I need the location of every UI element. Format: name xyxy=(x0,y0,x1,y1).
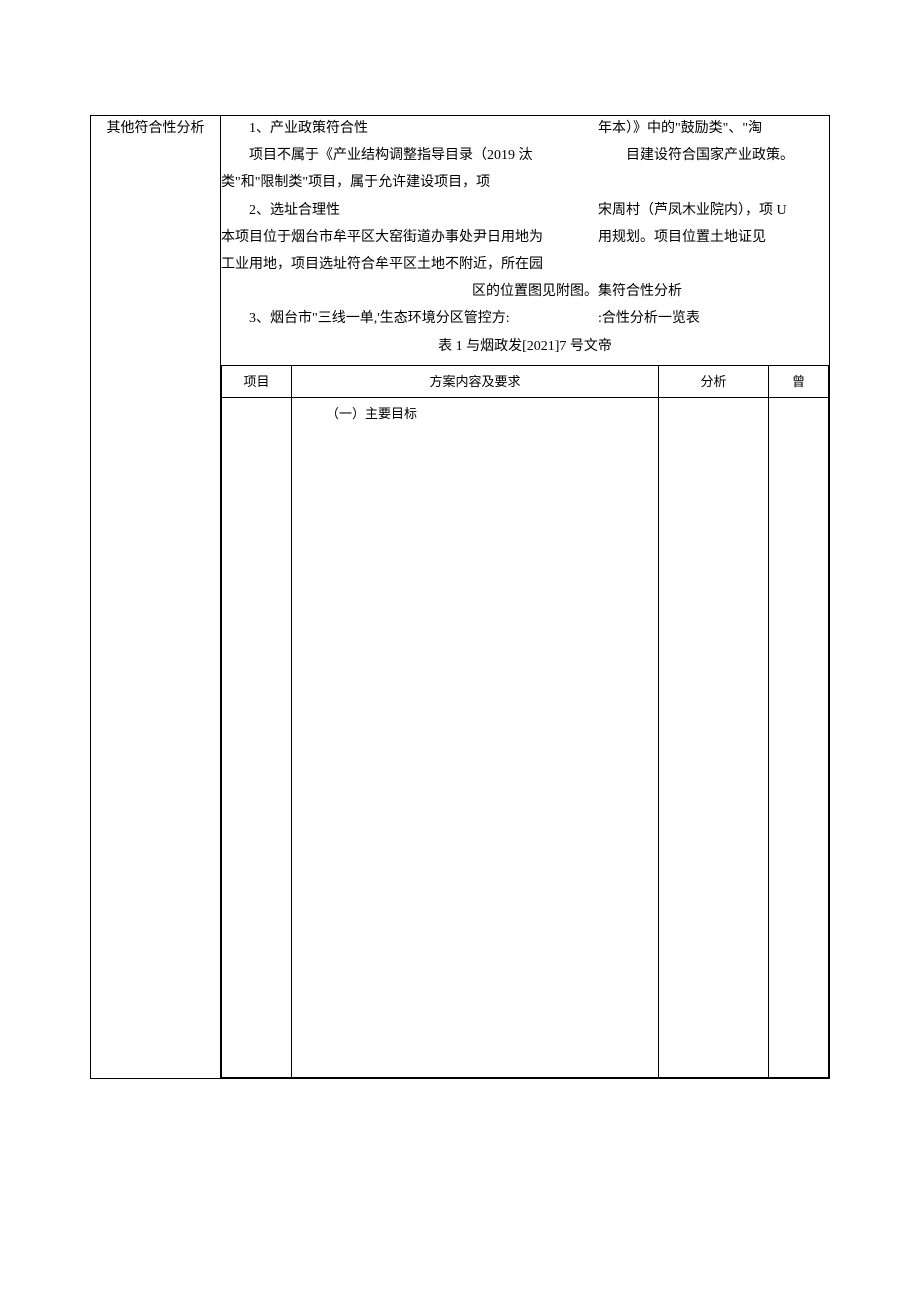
s2-l4-right: 集符合性分析 xyxy=(598,279,829,304)
s3-heading-right: :合性分析一览表 xyxy=(598,306,829,331)
s2-l3-left: 工业用地，项目选址符合牟平区土地不附近，所在园 xyxy=(221,252,598,277)
s1-heading-right: 年本）》中的"鼓励类"、"淘 xyxy=(598,116,829,141)
content-wrapper: 1、产业政策符合性 年本）》中的"鼓励类"、"淘 项目不属于《产业结构调整指导目… xyxy=(221,116,829,1078)
s2-l2-right: 用规划。项目位置土地证见 xyxy=(598,225,829,250)
inner-th-ceng: 曾 xyxy=(769,365,829,397)
s2-l4-left: 区的位置图见附图。 xyxy=(221,279,598,304)
inner-r1-c2-text: （一）主要目标 xyxy=(300,402,417,425)
content-cell: 1、产业政策符合性 年本）》中的"鼓励类"、"淘 项目不属于《产业结构调整指导目… xyxy=(221,116,830,1079)
section2-line3: 工业用地，项目选址符合牟平区土地不附近，所在园 xyxy=(221,252,829,277)
row-label-cell: 其他符合性分析 xyxy=(91,116,221,1079)
inner-th-requirement: 方案内容及要求 xyxy=(292,365,659,397)
inner-r1-c1 xyxy=(222,398,292,1078)
section3-line2: 表 1 与烟政发[2021]7 号文帝 xyxy=(221,334,829,359)
section2-line1: 2、选址合理性 宋周村（芦凤木业院内），项 U xyxy=(221,198,829,223)
s1-heading-left: 1、产业政策符合性 xyxy=(221,116,598,141)
s2-l3-right xyxy=(598,252,829,277)
row-label: 其他符合性分析 xyxy=(107,121,205,136)
inner-r1-c2: （一）主要目标 xyxy=(292,398,659,1078)
section1-line3: 类"和"限制类"项目，属于允许建设项目，项 xyxy=(221,170,829,195)
section3-line1: 3、烟台市"三线一单,'生态环境分区管控方: :合性分析一览表 xyxy=(221,306,829,331)
s2-l2-left: 本项目位于烟台市牟平区大窑街道办事处尹日用地为 xyxy=(221,225,598,250)
s1-l2-right: 目建设符合国家产业政策。 xyxy=(598,143,829,168)
s3-heading-left: 3、烟台市"三线一单,'生态环境分区管控方: xyxy=(221,306,598,331)
inner-th-analysis: 分析 xyxy=(659,365,769,397)
section2-line2: 本项目位于烟台市牟平区大窑街道办事处尹日用地为 用规划。项目位置土地证见 xyxy=(221,225,829,250)
inner-th-project: 项目 xyxy=(222,365,292,397)
main-table: 其他符合性分析 1、产业政策符合性 年本）》中的"鼓励类"、"淘 项目不属于《产… xyxy=(90,115,830,1079)
section1-line1: 1、产业政策符合性 年本）》中的"鼓励类"、"淘 xyxy=(221,116,829,141)
section2-line4: 区的位置图见附图。 集符合性分析 xyxy=(221,279,829,304)
inner-table: 项目 方案内容及要求 分析 曾 （一）主要目标 xyxy=(221,365,829,1078)
inner-table-row-1: （一）主要目标 xyxy=(222,398,829,1078)
s1-l2-left: 项目不属于《产业结构调整指导目录（2019 汰 xyxy=(221,143,598,168)
inner-r1-c4 xyxy=(769,398,829,1078)
inner-r1-c3 xyxy=(659,398,769,1078)
s2-heading-left: 2、选址合理性 xyxy=(221,198,598,223)
section1-line2: 项目不属于《产业结构调整指导目录（2019 汰 目建设符合国家产业政策。 xyxy=(221,143,829,168)
s2-heading-right: 宋周村（芦凤木业院内），项 U xyxy=(598,198,829,223)
inner-table-header-row: 项目 方案内容及要求 分析 曾 xyxy=(222,365,829,397)
